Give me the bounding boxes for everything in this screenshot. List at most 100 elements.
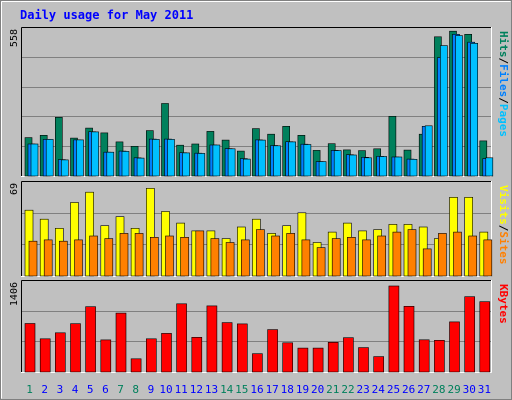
x-tick-label-day-20: 20 xyxy=(311,383,324,396)
x-tick-label-day-30: 30 xyxy=(463,383,476,396)
bar-pages-day-27 xyxy=(424,125,433,177)
x-tick-label-day-15: 15 xyxy=(235,383,248,396)
bar-kbytes-day-11 xyxy=(176,303,187,373)
bar-pages-day-25 xyxy=(394,156,403,177)
bar-kbytes-day-18 xyxy=(282,342,294,373)
bar-kbytes-day-28 xyxy=(434,339,445,373)
bar-kbytes-day-22 xyxy=(343,337,354,373)
bar-sites-day-26 xyxy=(407,229,417,277)
bar-sites-day-27 xyxy=(422,248,432,277)
bar-pages-day-21 xyxy=(333,150,342,177)
legend-hits: Hits xyxy=(497,31,510,58)
bar-sites-day-24 xyxy=(377,235,387,277)
bar-pages-day-23 xyxy=(364,157,372,177)
bar-pages-day-22 xyxy=(349,154,357,177)
bar-sites-day-25 xyxy=(392,231,402,277)
x-tick-label-day-28: 28 xyxy=(432,383,445,396)
bar-pages-day-4 xyxy=(76,139,84,177)
bar-pages-day-5 xyxy=(91,131,99,177)
x-tick-label-day-21: 21 xyxy=(326,383,339,396)
x-tick-label-day-18: 18 xyxy=(281,383,294,396)
bar-pages-day-9 xyxy=(152,139,160,177)
x-tick-label-day-5: 5 xyxy=(87,383,94,396)
bar-sites-day-9 xyxy=(150,237,159,277)
panel-bottom-legend-label: KBytes xyxy=(497,284,510,324)
bar-sites-day-4 xyxy=(74,239,83,277)
bar-kbytes-day-20 xyxy=(312,347,324,373)
x-tick-label-day-2: 2 xyxy=(41,383,48,396)
bar-sites-day-2 xyxy=(43,239,53,277)
bar-kbytes-day-25 xyxy=(388,285,400,373)
bar-sites-day-16 xyxy=(256,229,265,277)
bar-pages-day-20 xyxy=(318,161,327,177)
bar-pages-day-29 xyxy=(455,35,463,177)
bar-sites-day-7 xyxy=(119,233,129,277)
bar-sites-day-31 xyxy=(483,239,493,277)
legend-sites: Sites xyxy=(497,231,510,264)
bar-sites-day-18 xyxy=(286,233,296,277)
bar-pages-day-2 xyxy=(45,139,54,177)
bar-kbytes-day-27 xyxy=(418,339,430,373)
bar-kbytes-day-23 xyxy=(358,347,369,373)
bar-kbytes-day-10 xyxy=(161,333,172,373)
bar-pages-day-11 xyxy=(182,152,190,177)
bar-kbytes-day-24 xyxy=(373,356,385,373)
bar-pages-day-18 xyxy=(288,141,297,177)
bar-pages-day-12 xyxy=(197,153,206,177)
x-tick-label-day-29: 29 xyxy=(447,383,460,396)
bar-pages-day-16 xyxy=(258,139,266,177)
x-tick-label-day-27: 27 xyxy=(417,383,430,396)
panel-middle-legend-label: Visits/Sites xyxy=(497,185,510,265)
bar-sites-day-8 xyxy=(134,233,144,277)
bar-pages-day-1 xyxy=(30,143,39,177)
bar-kbytes-day-6 xyxy=(100,339,112,373)
bar-sites-day-19 xyxy=(301,239,311,277)
bar-sites-day-20 xyxy=(316,247,326,277)
legend-kbytes: KBytes xyxy=(497,284,510,324)
panel-top-legend-label: Hits/Files/Pages xyxy=(497,31,510,137)
bar-kbytes-day-13 xyxy=(206,305,218,373)
x-tick-label-day-14: 14 xyxy=(220,383,234,396)
bar-sites-day-17 xyxy=(271,235,280,277)
bar-pages-day-7 xyxy=(121,151,130,177)
x-tick-label-day-7: 7 xyxy=(117,383,124,396)
x-tick-label-day-6: 6 xyxy=(102,383,109,396)
bar-pages-day-13 xyxy=(212,144,221,177)
bar-kbytes-day-12 xyxy=(191,336,203,373)
bar-sites-day-11 xyxy=(180,237,189,277)
panel-middle-max-label: 69 xyxy=(9,183,20,195)
x-tick-label-day-12: 12 xyxy=(190,383,203,396)
bar-pages-day-24 xyxy=(379,156,388,177)
bar-sites-day-22 xyxy=(347,237,356,277)
x-tick-label-day-9: 9 xyxy=(148,383,155,396)
x-tick-label-day-3: 3 xyxy=(57,383,64,396)
bar-pages-day-28 xyxy=(440,45,448,177)
x-tick-label-day-13: 13 xyxy=(205,383,218,396)
bar-sites-day-6 xyxy=(104,238,114,277)
bar-sites-day-12 xyxy=(195,230,205,277)
bar-sites-day-14 xyxy=(225,242,235,277)
bar-kbytes-day-26 xyxy=(403,305,415,373)
bar-sites-day-30 xyxy=(468,235,478,277)
bar-sites-day-3 xyxy=(58,240,68,277)
x-tick-label-day-31: 31 xyxy=(478,383,491,396)
bar-sites-day-15 xyxy=(241,239,250,277)
bar-kbytes-day-4 xyxy=(70,323,81,373)
panel-top-max-label: 558 xyxy=(9,29,20,47)
bar-kbytes-day-30 xyxy=(464,296,476,373)
chart-title: Daily usage for May 2011 xyxy=(20,8,193,22)
bar-pages-day-30 xyxy=(470,42,479,177)
bar-pages-day-10 xyxy=(167,139,175,177)
x-tick-label-day-4: 4 xyxy=(72,383,79,396)
legend-separator: / xyxy=(497,97,510,104)
bar-sites-day-1 xyxy=(28,240,38,277)
legend-separator: / xyxy=(497,58,510,65)
bar-kbytes-day-8 xyxy=(130,358,142,373)
x-tick-label-day-17: 17 xyxy=(266,383,279,396)
x-tick-label-day-1: 1 xyxy=(26,383,33,396)
x-tick-label-day-10: 10 xyxy=(159,383,172,396)
bar-pages-day-8 xyxy=(136,157,145,177)
x-tick-label-day-8: 8 xyxy=(132,383,139,396)
x-tick-label-day-23: 23 xyxy=(356,383,369,396)
